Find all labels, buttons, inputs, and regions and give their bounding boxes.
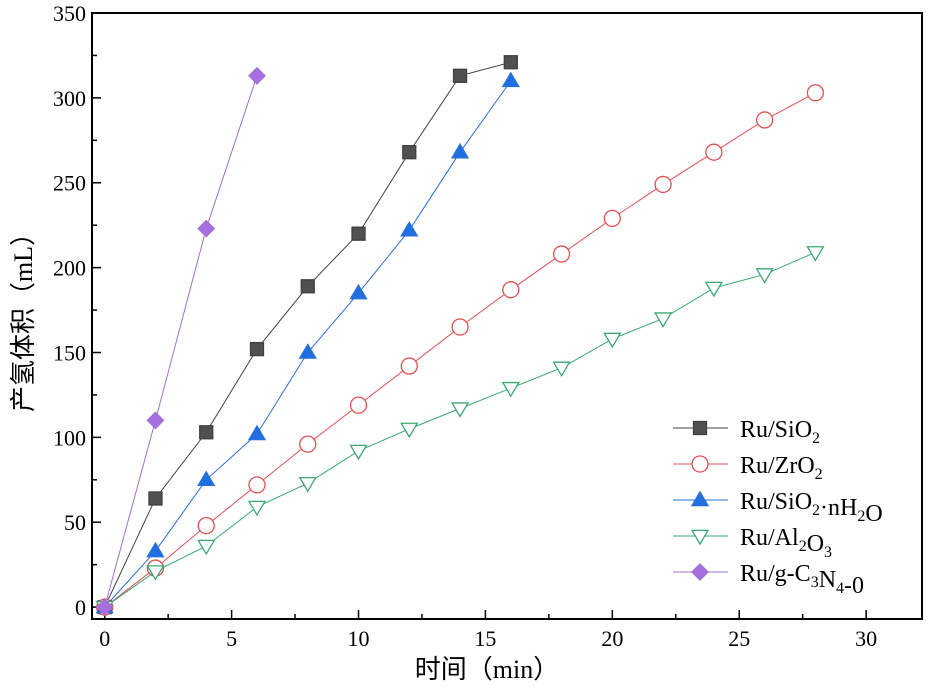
data-point bbox=[248, 476, 266, 494]
data-point bbox=[349, 396, 368, 414]
data-point bbox=[654, 175, 672, 194]
data-point bbox=[248, 66, 266, 85]
data-point bbox=[552, 245, 571, 263]
y-tick-label: 250 bbox=[53, 171, 86, 196]
data-point bbox=[400, 220, 419, 237]
y-tick-label: 150 bbox=[53, 340, 86, 365]
data-point bbox=[603, 332, 622, 349]
x-tick-label: 25 bbox=[728, 626, 750, 651]
legend-label: Ru/g-C3N4-0 bbox=[740, 561, 864, 599]
data-point bbox=[501, 71, 520, 88]
x-tick-label: 30 bbox=[855, 626, 877, 651]
x-tick-label: 0 bbox=[99, 626, 110, 651]
series-line bbox=[104, 75, 258, 608]
y-tick-label: 0 bbox=[75, 595, 86, 620]
legend-label: Ru/Al2O3 bbox=[740, 525, 832, 561]
data-point bbox=[501, 381, 520, 398]
series-2 bbox=[95, 71, 520, 614]
data-point bbox=[95, 598, 114, 617]
data-point bbox=[705, 143, 723, 161]
series-4 bbox=[95, 66, 266, 617]
legend-marker bbox=[690, 490, 710, 507]
data-point bbox=[400, 357, 418, 375]
plot-frame bbox=[91, 12, 923, 620]
data-point bbox=[146, 565, 165, 581]
data-point bbox=[197, 219, 216, 238]
legend-item: Ru/ZrO2 bbox=[673, 453, 823, 483]
data-point bbox=[300, 279, 315, 294]
x-tick-label: 20 bbox=[601, 626, 623, 651]
data-point bbox=[199, 425, 214, 440]
data-point bbox=[452, 68, 468, 83]
legend-item: Ru/SiO2·nH2O bbox=[673, 489, 883, 527]
data-point bbox=[755, 268, 774, 284]
legend-item: Ru/g-C3N4-0 bbox=[673, 561, 864, 599]
y-tick-label: 50 bbox=[64, 510, 86, 535]
data-point bbox=[349, 283, 368, 300]
data-point bbox=[400, 422, 419, 439]
data-point bbox=[503, 55, 518, 70]
legend-label: Ru/SiO2·nH2O bbox=[740, 489, 883, 527]
data-point bbox=[451, 318, 469, 336]
x-tick-label: 15 bbox=[474, 626, 496, 651]
y-tick-label: 350 bbox=[53, 1, 86, 26]
data-point bbox=[552, 361, 571, 378]
data-point bbox=[247, 424, 267, 441]
legend-marker bbox=[692, 420, 708, 436]
y-tick-label: 100 bbox=[53, 425, 86, 450]
data-point bbox=[197, 470, 216, 487]
data-point bbox=[349, 444, 368, 461]
data-point bbox=[450, 142, 470, 159]
data-point bbox=[146, 411, 165, 430]
legend-item: Ru/SiO2 bbox=[673, 417, 820, 447]
data-point bbox=[502, 281, 520, 299]
data-point bbox=[197, 539, 216, 556]
data-point bbox=[197, 516, 215, 535]
data-point bbox=[450, 402, 470, 418]
data-point bbox=[298, 343, 317, 359]
y-tick-label: 200 bbox=[53, 256, 86, 281]
data-point bbox=[755, 111, 774, 129]
y-axis-label: 产氢体积（mL） bbox=[9, 220, 38, 412]
data-point bbox=[351, 226, 366, 241]
data-point bbox=[148, 491, 163, 506]
data-point bbox=[806, 84, 825, 102]
data-point bbox=[249, 341, 265, 357]
data-point bbox=[402, 145, 417, 160]
data-point bbox=[806, 246, 825, 262]
legend-marker bbox=[690, 529, 710, 546]
legend-marker bbox=[691, 455, 709, 473]
x-tick-label: 10 bbox=[348, 626, 370, 651]
legend-label: Ru/ZrO2 bbox=[740, 453, 823, 483]
data-point bbox=[603, 209, 621, 228]
data-point bbox=[247, 500, 267, 517]
data-point bbox=[298, 476, 317, 493]
series-0 bbox=[97, 55, 518, 615]
x-tick-label: 5 bbox=[226, 626, 237, 651]
data-point bbox=[146, 541, 165, 558]
series-3 bbox=[95, 246, 825, 617]
data-point bbox=[653, 312, 673, 328]
legend-item: Ru/Al2O3 bbox=[673, 525, 832, 561]
x-axis-label: 时间（min） bbox=[415, 655, 559, 684]
legend-marker bbox=[691, 563, 709, 581]
legend-label: Ru/SiO2 bbox=[740, 417, 820, 447]
data-point bbox=[299, 435, 317, 453]
y-tick-label: 300 bbox=[53, 86, 86, 111]
data-point bbox=[704, 281, 724, 298]
